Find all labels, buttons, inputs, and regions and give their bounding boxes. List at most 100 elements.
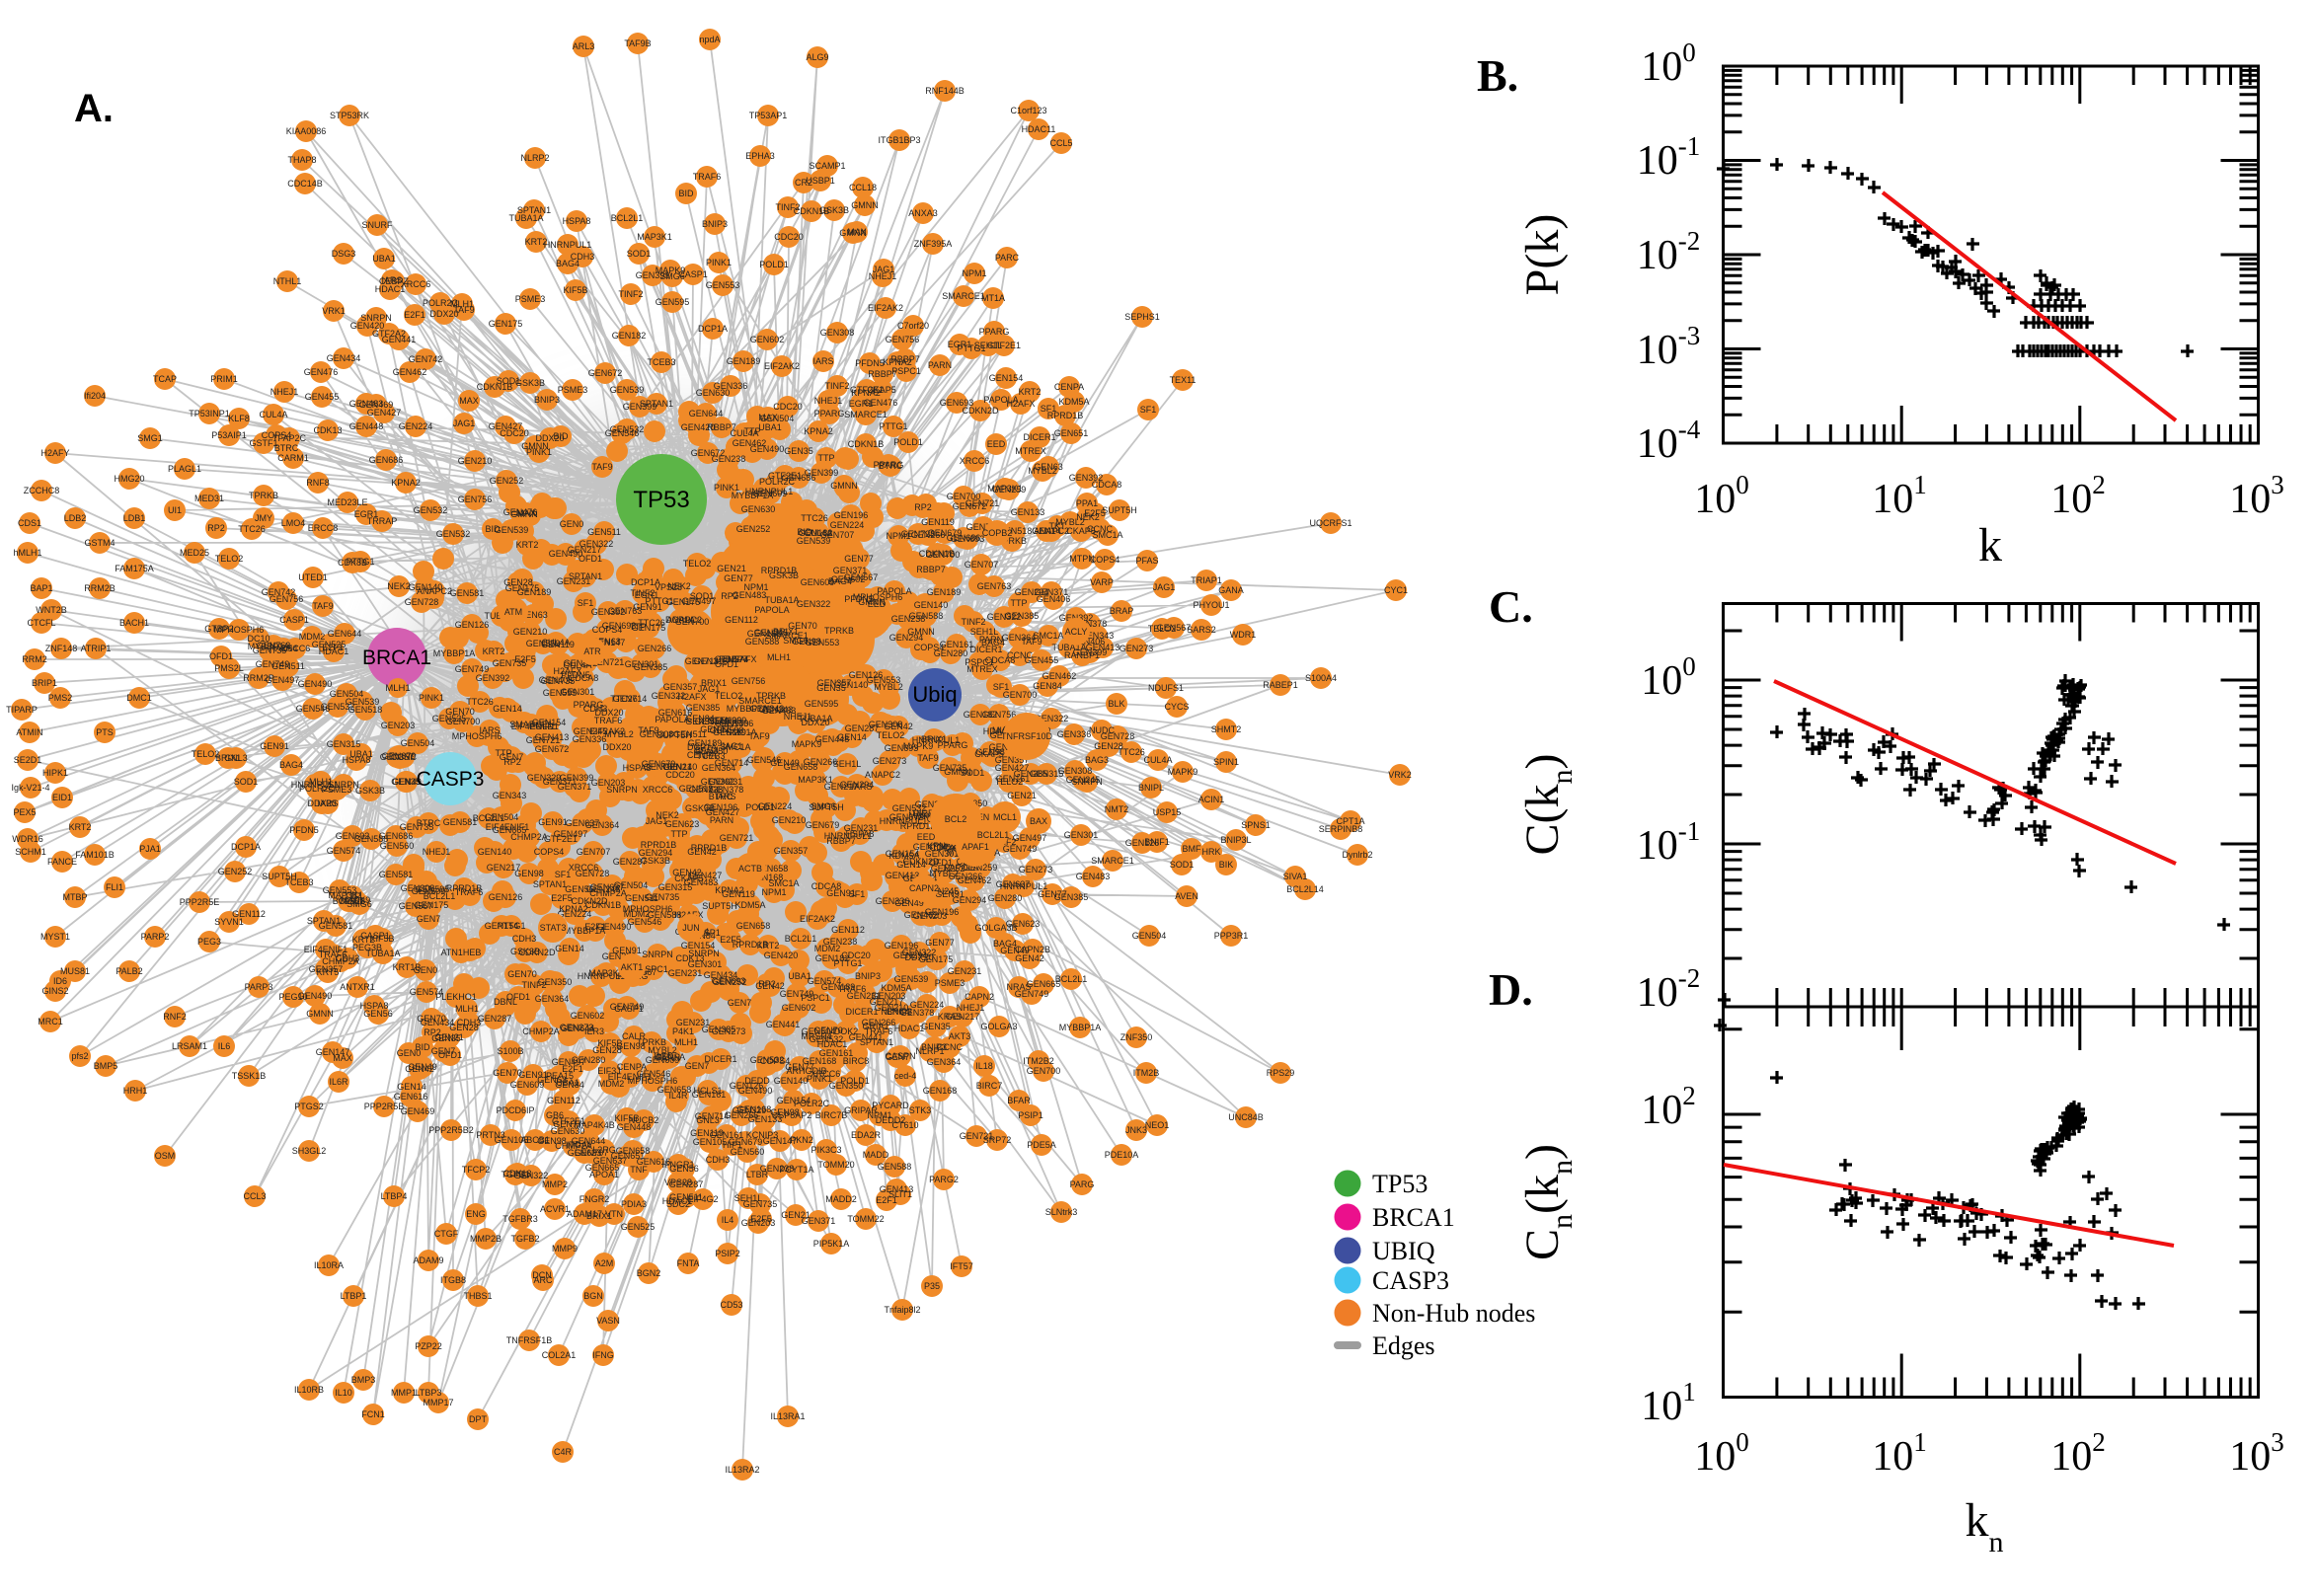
svg-text:GEN420: GEN420 [350, 321, 385, 331]
svg-text:GEN28: GEN28 [1094, 741, 1123, 751]
svg-text:UI1: UI1 [168, 505, 182, 515]
svg-text:POLD1: POLD1 [745, 802, 775, 812]
svg-text:BID: BID [678, 189, 694, 198]
svg-text:CDC20: CDC20 [773, 402, 803, 412]
svg-text:GEN343: GEN343 [493, 791, 527, 800]
svg-text:k: k [1978, 519, 2002, 571]
svg-text:CUL4A: CUL4A [259, 410, 287, 419]
svg-text:GEN336: GEN336 [573, 734, 607, 744]
svg-text:PAPOLA: PAPOLA [754, 605, 789, 615]
svg-text:GEN672: GEN672 [588, 368, 623, 378]
svg-text:PINK1: PINK1 [714, 483, 739, 493]
svg-text:GANA: GANA [1218, 585, 1244, 595]
svg-text:GEN98: GEN98 [770, 1107, 800, 1117]
svg-text:GEN616: GEN616 [394, 1092, 428, 1102]
svg-text:SOD1: SOD1 [1170, 860, 1195, 870]
svg-text:GEN651: GEN651 [1054, 428, 1089, 438]
svg-text:DCP1A: DCP1A [631, 577, 660, 587]
svg-text:GEN84: GEN84 [1033, 681, 1062, 691]
svg-text:GEN231: GEN231 [668, 968, 703, 978]
svg-text:EIF2AK2: EIF2AK2 [800, 914, 835, 924]
svg-text:GEN721: GEN721 [965, 498, 1000, 508]
svg-text:OFD1: OFD1 [209, 651, 233, 661]
svg-text:EED: EED [868, 599, 887, 609]
svg-text:SMARCE1: SMARCE1 [509, 720, 553, 729]
svg-text:TINF2: TINF2 [824, 381, 849, 391]
svg-text:TELO2: TELO2 [683, 559, 712, 569]
svg-text:IARS: IARS [812, 356, 833, 366]
svg-text:RPS29: RPS29 [1267, 1068, 1295, 1078]
svg-text:GEN245: GEN245 [754, 628, 789, 638]
svg-text:GEN700: GEN700 [675, 617, 710, 627]
svg-text:E2F1: E2F1 [404, 310, 425, 320]
svg-text:RABEP1: RABEP1 [1263, 680, 1298, 690]
svg-text:IFT57: IFT57 [950, 1261, 973, 1271]
svg-text:BCL2: BCL2 [945, 814, 967, 824]
svg-text:POLD1: POLD1 [759, 260, 789, 269]
svg-text:MLH1: MLH1 [674, 1037, 698, 1047]
svg-text:TRAF6: TRAF6 [594, 716, 623, 725]
svg-text:GEN140: GEN140 [774, 1076, 809, 1086]
svg-text:MLH1: MLH1 [455, 1004, 479, 1014]
svg-text:GEN119: GEN119 [921, 517, 955, 527]
svg-text:GEN140: GEN140 [834, 680, 869, 690]
svg-text:KRT2: KRT2 [69, 822, 92, 832]
svg-text:GEN728: GEN728 [1101, 731, 1135, 741]
svg-text:HSPA8: HSPA8 [360, 1001, 389, 1011]
svg-text:THAP8: THAP8 [287, 155, 316, 165]
svg-text:GEN189: GEN189 [517, 587, 552, 597]
svg-text:POLR2C: POLR2C [423, 298, 459, 308]
svg-text:COL2A1: COL2A1 [542, 1350, 577, 1360]
svg-text:TRAF6: TRAF6 [865, 1026, 893, 1036]
svg-text:GEN168: GEN168 [923, 1086, 958, 1096]
svg-text:GEN511: GEN511 [587, 527, 621, 537]
svg-text:TAF9: TAF9 [748, 731, 769, 741]
svg-text:MRC1: MRC1 [38, 1017, 63, 1026]
svg-text:BMP5: BMP5 [94, 1061, 118, 1071]
svg-text:Tnfaip8l2: Tnfaip8l2 [884, 1305, 920, 1315]
svg-text:GEN175: GEN175 [632, 623, 666, 633]
svg-text:BGN: BGN [583, 1291, 603, 1301]
svg-text:KDM5A: KDM5A [1058, 397, 1089, 407]
svg-text:PINK1: PINK1 [419, 693, 444, 703]
svg-text:GEN448: GEN448 [349, 421, 384, 431]
svg-text:PYCARD: PYCARD [872, 1101, 909, 1110]
svg-text:LTBP4: LTBP4 [381, 1191, 408, 1201]
svg-text:A.: A. [74, 87, 114, 130]
svg-text:USP15: USP15 [1153, 807, 1182, 817]
svg-text:TCAP: TCAP [153, 374, 177, 384]
svg-text:CAPN2: CAPN2 [909, 883, 939, 893]
svg-text:SF1: SF1 [849, 889, 866, 899]
svg-text:CENPA: CENPA [656, 1052, 685, 1062]
svg-text:SNRPN: SNRPN [1071, 777, 1103, 787]
svg-text:GEN756: GEN756 [886, 335, 920, 344]
svg-text:MAX: MAX [847, 227, 867, 237]
svg-text:UQCRFS1: UQCRFS1 [1309, 518, 1351, 528]
svg-text:BIK: BIK [1219, 860, 1234, 870]
svg-text:SEPHS1: SEPHS1 [1124, 312, 1160, 322]
svg-text:LDB2: LDB2 [64, 513, 87, 523]
svg-text:IL6: IL6 [218, 1041, 231, 1051]
svg-text:GEN21: GEN21 [717, 564, 746, 573]
svg-text:GEN504: GEN504 [1132, 931, 1167, 941]
svg-text:GEN154: GEN154 [886, 849, 920, 859]
svg-text:ITM2B2: ITM2B2 [1023, 1056, 1054, 1066]
svg-text:GEN483: GEN483 [349, 399, 384, 409]
svg-text:BNIP3L: BNIP3L [1220, 835, 1251, 845]
svg-text:GEN301: GEN301 [561, 687, 595, 697]
svg-text:COPS4: COPS4 [592, 625, 623, 635]
svg-text:GEN413: GEN413 [880, 1184, 914, 1194]
svg-text:XRCC6: XRCC6 [960, 456, 990, 466]
svg-text:OSM: OSM [155, 1151, 176, 1161]
svg-text:HSPA8: HSPA8 [563, 216, 591, 226]
svg-text:PFDN5: PFDN5 [855, 358, 885, 368]
svg-text:CDS1: CDS1 [18, 518, 41, 528]
svg-text:COPB2: COPB2 [982, 528, 1013, 538]
svg-text:GEN560: GEN560 [731, 1147, 765, 1157]
svg-text:GEN504: GEN504 [485, 812, 519, 822]
svg-text:TTP: TTP [1011, 598, 1028, 608]
svg-text:D.: D. [1489, 964, 1533, 1015]
svg-text:RNF8: RNF8 [306, 478, 330, 488]
svg-text:JUN: JUN [682, 923, 700, 933]
svg-text:GEN301: GEN301 [625, 659, 659, 669]
